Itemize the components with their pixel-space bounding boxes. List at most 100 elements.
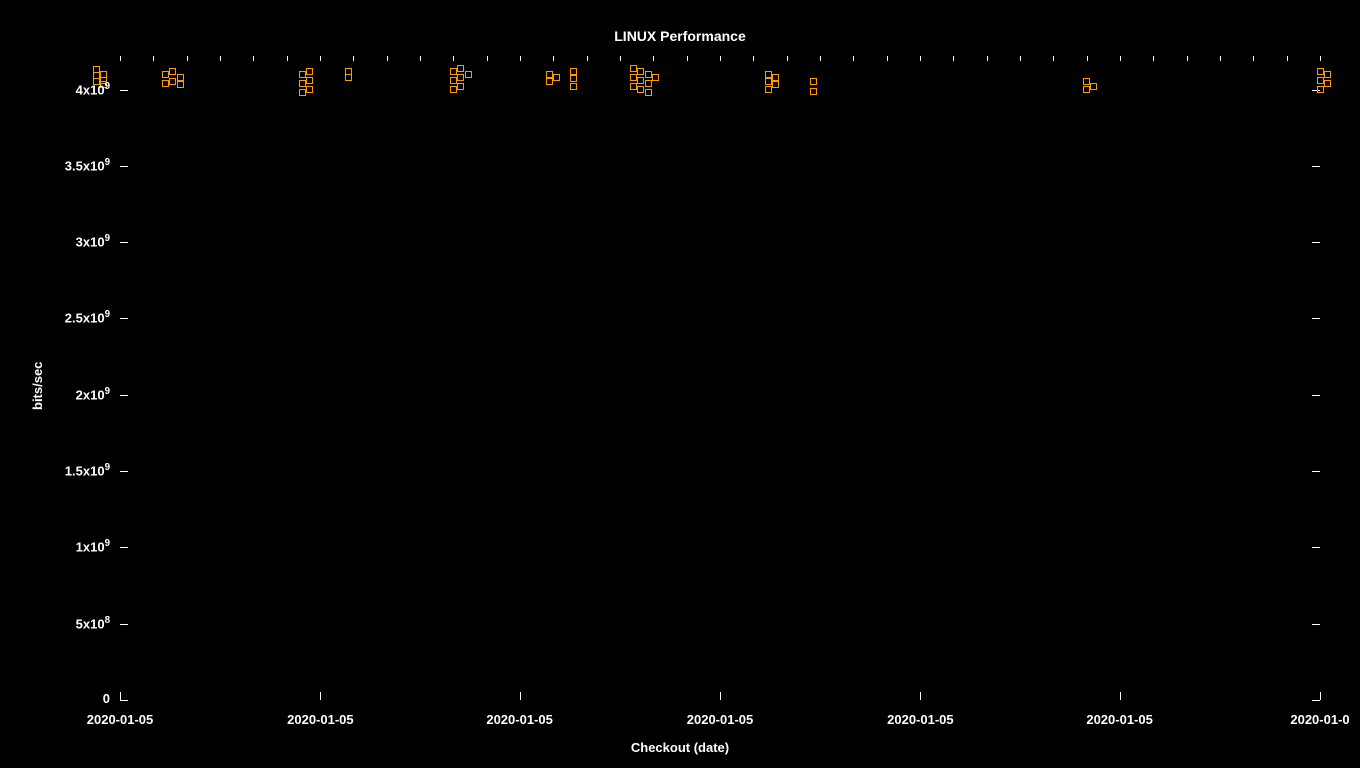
data-marker xyxy=(450,68,457,75)
xtick-minor-mark xyxy=(953,56,954,61)
data-marker xyxy=(299,71,306,78)
ytick-mark xyxy=(120,90,128,91)
data-marker xyxy=(570,68,577,75)
data-marker xyxy=(162,80,169,87)
ytick-mark xyxy=(1312,471,1320,472)
ytick-mark xyxy=(1312,318,1320,319)
ytick-mark xyxy=(120,547,128,548)
xtick-minor-mark xyxy=(120,56,121,61)
xtick-minor-mark xyxy=(1287,56,1288,61)
xtick-major-mark xyxy=(920,692,921,700)
ytick-label: 3.5x109 xyxy=(65,157,110,173)
xtick-minor-mark xyxy=(353,56,354,61)
xtick-minor-mark xyxy=(753,56,754,61)
chart-title: LINUX Performance xyxy=(0,28,1360,44)
data-marker xyxy=(637,86,644,93)
data-marker xyxy=(1317,77,1324,84)
data-marker xyxy=(450,86,457,93)
ytick-label: 0 xyxy=(103,691,110,706)
data-marker xyxy=(345,74,352,81)
xtick-label: 2020-01-05 xyxy=(1086,712,1153,727)
data-marker xyxy=(630,83,637,90)
data-marker xyxy=(772,81,779,88)
ytick-mark xyxy=(120,624,128,625)
data-marker xyxy=(645,71,652,78)
xtick-minor-mark xyxy=(1120,56,1121,61)
data-marker xyxy=(306,68,313,75)
xtick-minor-mark xyxy=(787,56,788,61)
ytick-mark xyxy=(120,700,128,701)
data-marker xyxy=(1083,78,1090,85)
xtick-minor-mark xyxy=(820,56,821,61)
data-marker xyxy=(772,74,779,81)
data-marker xyxy=(652,74,659,81)
data-marker xyxy=(630,65,637,72)
xtick-label: 2020-01-05 xyxy=(287,712,354,727)
data-marker xyxy=(169,78,176,85)
data-marker xyxy=(810,78,817,85)
xtick-minor-mark xyxy=(687,56,688,61)
xtick-label: 2020-01-05 xyxy=(887,712,954,727)
data-marker xyxy=(465,71,472,78)
data-marker xyxy=(570,83,577,90)
data-marker xyxy=(299,80,306,87)
xtick-minor-mark xyxy=(887,56,888,61)
ytick-mark xyxy=(1312,166,1320,167)
data-marker xyxy=(450,77,457,84)
data-marker xyxy=(630,74,637,81)
xtick-minor-mark xyxy=(1020,56,1021,61)
ytick-label: 2x109 xyxy=(76,386,110,402)
ytick-label: 1x109 xyxy=(76,538,110,554)
xtick-minor-mark xyxy=(453,56,454,61)
ytick-mark xyxy=(120,318,128,319)
xtick-minor-mark xyxy=(487,56,488,61)
data-marker xyxy=(637,77,644,84)
ytick-mark xyxy=(1312,547,1320,548)
xtick-minor-mark xyxy=(287,56,288,61)
xtick-minor-mark xyxy=(1087,56,1088,61)
xtick-minor-mark xyxy=(653,56,654,61)
data-marker xyxy=(546,71,553,78)
ytick-label: 1.5x109 xyxy=(65,462,110,478)
chart-container: LINUX Performance bits/sec Checkout (dat… xyxy=(0,0,1360,768)
data-marker xyxy=(1083,86,1090,93)
data-marker xyxy=(1324,71,1331,78)
data-marker xyxy=(1317,68,1324,75)
ytick-mark xyxy=(120,166,128,167)
data-marker xyxy=(1324,80,1331,87)
data-marker xyxy=(177,81,184,88)
xtick-minor-mark xyxy=(520,56,521,61)
data-marker xyxy=(1317,86,1324,93)
data-marker xyxy=(169,68,176,75)
x-axis-label: Checkout (date) xyxy=(0,740,1360,755)
data-marker xyxy=(162,71,169,78)
xtick-label: 2020-01-05 xyxy=(87,712,154,727)
xtick-minor-mark xyxy=(1253,56,1254,61)
y-axis-label: bits/sec xyxy=(30,362,45,410)
ytick-mark xyxy=(1312,395,1320,396)
xtick-minor-mark xyxy=(553,56,554,61)
data-marker xyxy=(457,74,464,81)
ytick-label: 2.5x109 xyxy=(65,309,110,325)
xtick-minor-mark xyxy=(620,56,621,61)
plot-area xyxy=(120,56,1320,700)
xtick-major-mark xyxy=(1120,692,1121,700)
xtick-minor-mark xyxy=(187,56,188,61)
xtick-minor-mark xyxy=(253,56,254,61)
ytick-mark xyxy=(1312,624,1320,625)
xtick-major-mark xyxy=(1320,692,1321,700)
xtick-minor-mark xyxy=(987,56,988,61)
xtick-minor-mark xyxy=(320,56,321,61)
data-marker xyxy=(637,68,644,75)
ytick-mark xyxy=(120,395,128,396)
ytick-mark xyxy=(1312,700,1320,701)
xtick-minor-mark xyxy=(853,56,854,61)
ytick-mark xyxy=(120,471,128,472)
xtick-minor-mark xyxy=(587,56,588,61)
data-marker xyxy=(546,78,553,85)
xtick-label: 2020-01-05 xyxy=(687,712,754,727)
xtick-label: 2020-01-05 xyxy=(486,712,553,727)
data-marker xyxy=(457,65,464,72)
xtick-minor-mark xyxy=(920,56,921,61)
xtick-minor-mark xyxy=(220,56,221,61)
